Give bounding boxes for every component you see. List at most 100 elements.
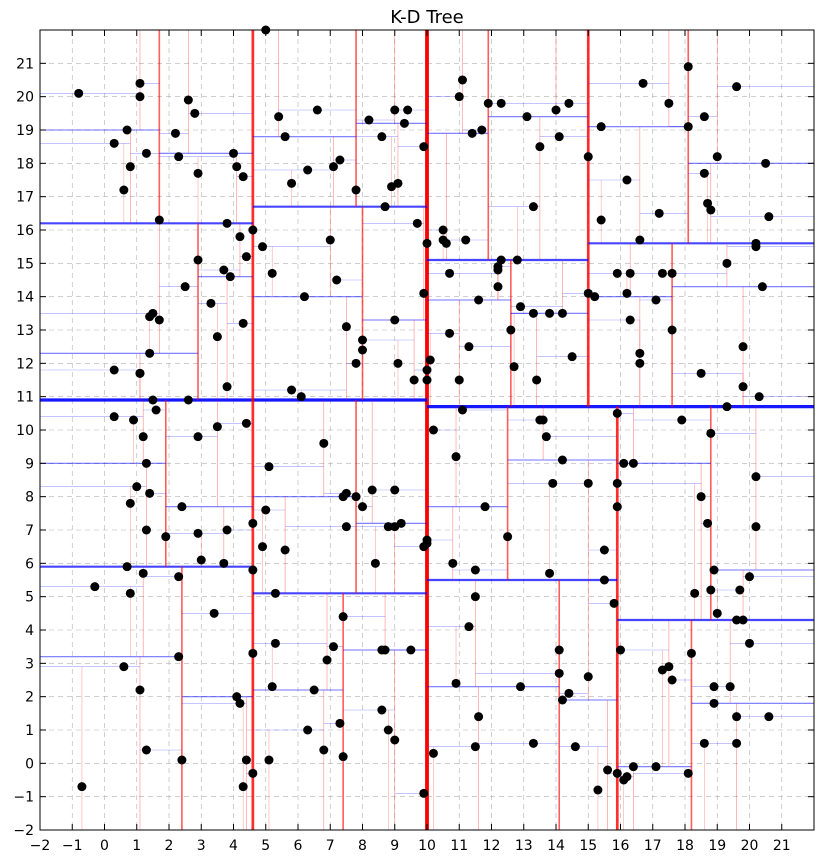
data-point xyxy=(390,315,400,325)
data-point xyxy=(261,505,271,515)
data-point xyxy=(319,745,329,755)
data-point xyxy=(451,678,461,688)
data-point xyxy=(454,92,464,102)
data-point xyxy=(457,75,467,85)
data-point xyxy=(248,768,258,778)
data-point xyxy=(567,352,577,362)
data-point xyxy=(232,162,242,172)
x-tick-label: −1 xyxy=(62,838,83,854)
data-point xyxy=(603,765,613,775)
data-point xyxy=(696,368,706,378)
data-point xyxy=(341,322,351,332)
data-point xyxy=(596,122,606,132)
data-point xyxy=(512,255,522,265)
data-point xyxy=(90,582,100,592)
data-point xyxy=(222,382,232,392)
x-tick-label: 20 xyxy=(741,838,759,854)
data-point xyxy=(141,745,151,755)
data-point xyxy=(358,335,367,345)
data-point xyxy=(612,408,622,418)
data-point xyxy=(764,212,774,222)
data-point xyxy=(628,762,638,772)
data-point xyxy=(358,502,367,512)
data-point xyxy=(267,268,277,278)
data-point xyxy=(351,492,361,502)
data-point xyxy=(754,392,764,402)
y-tick-label: 16 xyxy=(16,223,34,239)
data-point xyxy=(122,125,132,135)
data-point xyxy=(745,638,754,648)
data-point xyxy=(212,332,222,342)
data-point xyxy=(725,682,735,692)
data-point xyxy=(570,742,580,752)
data-point xyxy=(461,235,471,245)
data-point xyxy=(129,415,139,425)
data-point xyxy=(677,415,687,425)
data-point xyxy=(258,242,268,252)
data-point xyxy=(177,502,187,512)
x-tick-label: 7 xyxy=(326,838,335,854)
data-point xyxy=(496,98,506,108)
data-point xyxy=(74,88,84,98)
data-point xyxy=(303,725,313,735)
data-point xyxy=(170,128,180,138)
data-point xyxy=(341,488,351,498)
x-tick-label: 8 xyxy=(358,838,367,854)
data-point xyxy=(745,572,754,582)
data-point xyxy=(380,202,390,212)
data-point xyxy=(135,368,145,378)
data-point xyxy=(180,282,190,292)
data-point xyxy=(145,488,155,498)
data-point xyxy=(383,522,393,532)
data-point xyxy=(709,698,719,708)
data-point xyxy=(516,302,526,312)
data-point xyxy=(135,78,145,88)
data-point xyxy=(625,268,635,278)
data-point xyxy=(751,472,761,482)
data-point xyxy=(528,202,538,212)
data-point xyxy=(212,422,222,432)
data-point xyxy=(309,685,319,695)
data-point xyxy=(370,558,380,568)
data-point xyxy=(267,682,277,692)
y-tick-label: 12 xyxy=(16,356,34,372)
y-tick-label: 3 xyxy=(25,656,34,672)
data-point xyxy=(616,645,625,655)
data-point xyxy=(258,542,268,552)
data-point xyxy=(280,132,290,142)
data-point xyxy=(445,328,455,338)
y-tick-label: 11 xyxy=(16,390,34,406)
y-tick-label: 18 xyxy=(16,156,34,172)
x-tick-label: 21 xyxy=(773,838,791,854)
x-tick-label: 13 xyxy=(515,838,533,854)
data-point xyxy=(722,258,732,268)
data-point xyxy=(145,312,155,322)
x-tick-label: 17 xyxy=(644,838,662,854)
data-point xyxy=(238,172,248,182)
data-point xyxy=(709,682,719,692)
data-point xyxy=(554,645,564,655)
data-point xyxy=(548,478,558,488)
data-point xyxy=(625,315,635,325)
data-point xyxy=(377,705,387,715)
data-point xyxy=(699,112,709,122)
data-point xyxy=(706,585,716,595)
x-tick-label: 3 xyxy=(197,838,206,854)
data-point xyxy=(151,405,161,415)
data-point xyxy=(612,502,622,512)
data-point xyxy=(109,412,119,422)
data-point xyxy=(287,178,297,188)
data-point xyxy=(712,152,722,162)
data-point xyxy=(528,308,538,318)
data-point xyxy=(367,485,377,495)
data-point xyxy=(564,688,574,698)
data-point xyxy=(280,545,290,555)
data-point xyxy=(351,358,361,368)
data-point xyxy=(467,128,477,138)
data-point xyxy=(751,522,761,532)
data-point xyxy=(241,755,251,765)
y-tick-label: 17 xyxy=(16,190,34,206)
y-tick-label: −2 xyxy=(13,823,34,839)
data-point xyxy=(332,275,342,285)
data-point xyxy=(732,615,742,625)
